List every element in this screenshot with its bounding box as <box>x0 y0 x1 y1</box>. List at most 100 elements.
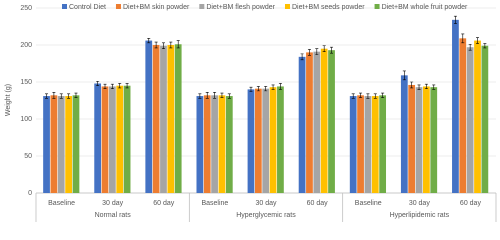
bar <box>320 48 328 194</box>
x-tick-label: 60 day <box>153 200 175 207</box>
error-bar <box>169 41 173 49</box>
error-bar <box>468 43 472 51</box>
bar <box>481 45 489 193</box>
legend-swatch <box>374 4 380 9</box>
error-bar <box>307 49 311 56</box>
legend-swatch <box>284 4 290 9</box>
error-bar <box>278 83 282 90</box>
legend-label: Control Diet <box>69 4 106 11</box>
y-axis-label: Weight (g) <box>5 84 12 116</box>
error-bar <box>59 93 63 99</box>
bar <box>72 95 80 193</box>
x-tick-label: Baseline <box>355 200 382 207</box>
bar <box>371 96 379 193</box>
error-bar <box>176 40 180 49</box>
error-bar <box>271 84 275 90</box>
error-bar <box>147 38 151 44</box>
error-bar <box>125 83 129 89</box>
bar <box>123 85 131 193</box>
bar <box>43 96 50 193</box>
error-bar <box>220 92 224 98</box>
error-bar <box>45 93 49 99</box>
y-tick-label: 150 <box>20 79 32 86</box>
x-tick-label: 60 day <box>460 200 482 207</box>
bar <box>466 47 474 193</box>
error-bar <box>351 93 355 99</box>
bar <box>218 95 226 193</box>
bar <box>328 50 335 194</box>
error-bar <box>417 84 421 90</box>
bar <box>108 86 116 193</box>
error-bar <box>476 37 480 44</box>
error-bar <box>432 84 436 90</box>
bar <box>306 52 313 194</box>
bar <box>349 96 357 193</box>
error-bar <box>213 92 217 99</box>
legend-swatch <box>199 4 205 9</box>
error-bar <box>74 92 78 98</box>
error-bar <box>256 86 260 92</box>
bar <box>452 19 459 194</box>
error-bar <box>52 92 56 99</box>
error-bar <box>483 43 487 49</box>
bar <box>211 95 218 193</box>
chart: Weight (g) 0 50 100 150 200 250 Normal rats Hyp… <box>5 4 497 222</box>
bar <box>225 96 233 193</box>
bar <box>313 51 321 193</box>
bar <box>145 40 153 194</box>
error-bar <box>103 83 107 89</box>
bar <box>364 96 372 193</box>
bar <box>94 83 102 193</box>
bar <box>152 45 160 193</box>
error-bar <box>161 42 165 49</box>
legend-label: Diet+BM flesh powder <box>206 4 275 11</box>
bar <box>379 95 387 193</box>
bar <box>430 87 438 193</box>
error-bar <box>118 83 122 89</box>
y-tick-label: 100 <box>20 116 32 123</box>
error-bar <box>96 80 100 86</box>
legend-swatch <box>115 4 121 9</box>
error-bar <box>330 46 334 54</box>
bar <box>277 86 284 193</box>
legend-label: Diet+BM whole fruit powder <box>382 4 468 11</box>
error-bar <box>198 93 202 99</box>
x-tick-label: 60 day <box>307 200 329 207</box>
error-bar <box>461 33 465 44</box>
bar <box>65 96 72 193</box>
error-bar <box>67 93 71 99</box>
error-bar <box>264 86 268 92</box>
bar <box>101 86 109 193</box>
y-tick-label: 200 <box>20 42 32 49</box>
x-tick-label: 30 day <box>102 200 124 207</box>
bar <box>160 45 167 193</box>
bar <box>357 95 364 193</box>
x-tick-label: Baseline <box>201 200 228 207</box>
y-tick-label: 0 <box>28 190 32 197</box>
x-tick-label: 30 day <box>255 200 277 207</box>
error-bar <box>315 48 319 55</box>
bar <box>298 56 306 194</box>
group-label: Hyperglycemic rats <box>236 212 296 219</box>
legend-label: Diet+BM seeds powder <box>292 4 365 11</box>
error-bar <box>227 93 231 99</box>
bar <box>174 44 182 194</box>
bar <box>254 88 262 193</box>
error-bar <box>110 83 114 89</box>
bar <box>408 84 416 193</box>
bar <box>247 89 255 193</box>
error-bar <box>424 83 428 89</box>
bar <box>57 96 65 193</box>
y-tick-label: 50 <box>24 153 32 160</box>
error-bar <box>410 81 414 89</box>
bar <box>196 96 204 193</box>
legend-swatch <box>62 4 67 9</box>
bar <box>400 75 408 193</box>
error-bar <box>359 92 363 98</box>
bar <box>50 95 58 193</box>
error-bar <box>205 92 209 99</box>
error-bar <box>300 53 304 61</box>
bar <box>474 40 481 194</box>
x-tick-label: 30 day <box>409 200 431 207</box>
bar <box>167 45 175 193</box>
